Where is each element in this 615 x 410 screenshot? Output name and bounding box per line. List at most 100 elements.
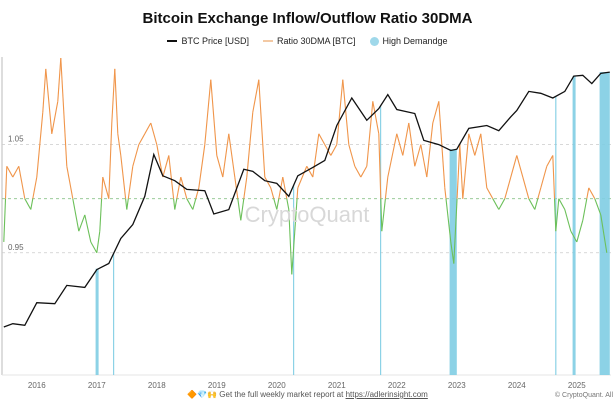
ratio-line-segment [276,198,280,210]
ratio-line-segment [330,144,338,156]
ratio-line-segment [474,133,482,156]
legend-swatch [369,36,379,46]
x-tick-label: 2025 [568,381,586,390]
high-demand-bar [293,184,295,375]
ratio-line-segment [408,122,416,167]
ratio-line-segment [546,155,554,167]
report-link[interactable]: https://adlerinsight.com [345,390,428,399]
legend: BTC Price [USD] Ratio 30DMA [BTC] High D… [0,36,615,46]
ratio-line-segment [117,133,122,156]
ratio-line-segment [288,209,293,275]
x-tick-label: 2020 [268,381,286,390]
ratio-line-segment [468,133,476,156]
legend-label: Ratio 30DMA [BTC] [276,36,356,46]
ratio-line-segment [297,166,308,189]
btc-price-line [3,71,610,328]
high-demand-bar [113,252,115,375]
legend-item-ratio[interactable]: Ratio 30DMA [BTC] [262,36,356,46]
ratio-line-segment [348,144,356,167]
x-tick-label: 2016 [28,381,46,390]
ratio-line-segment [216,155,224,178]
ratio-line-segment [198,144,206,188]
ratio-line-segment [372,101,380,134]
ratio-line-segment [45,68,53,134]
ratio-line-segment [51,101,59,134]
watermark: CryptoQuant [245,202,370,227]
ratio-line-segment [228,133,236,178]
ratio-line-segment [380,198,383,232]
ratio-line-segment [558,198,566,210]
ratio-line-segment [438,101,446,188]
ratio-line-segment [273,198,278,210]
legend-label: High Demandge [382,36,448,46]
high-demand-bar [380,105,382,376]
ratio-line-segment [30,198,34,210]
ratio-line-segment [168,155,175,199]
ratio-line-segment [24,198,32,210]
ratio-line-segment [101,177,104,199]
ratio-line-segment [246,112,254,178]
ratio-line-segment [537,187,542,199]
ratio-line-segment [84,214,92,243]
ratio-line-segment [120,155,127,199]
ratio-line-segment [90,241,98,254]
ratio-line-segment [312,133,320,178]
ratio-line-segment [553,198,557,232]
x-tick-label: 2019 [208,381,226,390]
y-tick-label: 0.95 [8,243,24,252]
ratio-line-segment [480,133,488,188]
ratio-line-segment [354,165,362,178]
ratio-line-segment [336,79,344,145]
ratio-line-segment [60,58,68,167]
ratio-line-segment [210,79,218,156]
ratio-line-segment [456,144,461,199]
ratio-line-segment [426,122,434,178]
ratio-line-segment [3,198,7,242]
ratio-line-segment [237,198,242,221]
legend-swatch [167,40,178,42]
ratio-line-segment [192,198,197,210]
ratio-line-segment [555,198,560,232]
legend-item-price[interactable]: BTC Price [USD] [167,36,249,46]
ratio-line-segment [462,133,470,199]
ratio-line-segment [504,176,512,199]
ratio-line-segment [396,133,404,156]
ratio-line-segment [18,166,26,199]
ratio-line-segment [600,214,608,253]
ratio-line-segment [150,122,158,145]
ratio-line-segment [99,198,103,232]
ratio-line-segment [111,68,116,124]
ratio-line-segment [576,220,584,243]
ratio-line-segment [138,133,146,145]
ratio-line-segment [6,165,14,178]
ratio-line-segment [296,187,299,199]
ratio-line-segment [432,101,440,124]
high-demand-bar [555,96,557,375]
x-tick-label: 2017 [88,381,106,390]
footer-text: Get the full weekly market report at [219,390,346,399]
legend-item-demand[interactable]: High Demandge [369,36,448,46]
ratio-line-segment [4,166,8,199]
ratio-line-segment [564,209,572,232]
ratio-line-segment [378,133,382,199]
x-tick-label: 2021 [328,381,346,390]
x-tick-label: 2024 [508,381,526,390]
footer: 🔶💎🙌 Get the full weekly market report at… [0,390,615,399]
ratio-line-segment [498,198,506,210]
y-tick-label: 1.05 [8,135,24,144]
ratio-line-segment [66,166,74,199]
ratio-line-segment [12,165,20,178]
ratio-line-segment [522,176,530,199]
ratio-line-segment [96,231,101,253]
ratio-line-segment [36,112,44,178]
ratio-line-segment [381,198,386,232]
ratio-line-segment [243,176,248,199]
ratio-line-segment [108,122,113,199]
ratio-line-segment [204,79,212,145]
ratio-line-segment [176,176,182,199]
ratio-line-segment [282,176,288,199]
ratio-line-segment [459,144,464,199]
ratio-line-segment [444,187,447,199]
footer-emojis: 🔶💎🙌 [187,390,218,399]
